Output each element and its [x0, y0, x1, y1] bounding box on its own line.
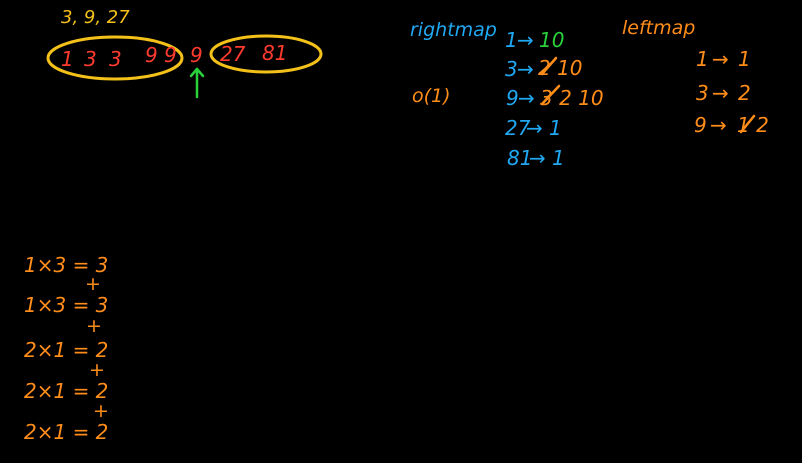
right-entry-arrow: →	[517, 57, 534, 81]
left-entry-key: 3	[696, 81, 709, 105]
right-entry-arrow: →	[526, 116, 543, 140]
array-item-pivot: 9	[190, 43, 203, 67]
complexity-label: o(1)	[412, 85, 451, 107]
equation-line: 2×1 = 2	[24, 338, 109, 362]
plus-sign: +	[85, 273, 101, 295]
right-entry-arrow: →	[517, 28, 534, 52]
array-item: 1	[61, 47, 74, 71]
left-entry-value: 2	[738, 81, 751, 105]
up-arrow-head-icon	[191, 69, 203, 76]
right-entry-value: 1	[552, 146, 565, 170]
right-array-highlight	[211, 36, 321, 72]
right-entry-key: 81	[507, 146, 533, 170]
right-entry-key: 3	[505, 57, 518, 81]
right-entry-arrow: →	[529, 146, 546, 170]
equation-line: 1×3 = 3	[24, 253, 109, 277]
equation-line: 1×3 = 3	[24, 293, 109, 317]
top-left-label: 3, 9, 27	[61, 7, 130, 28]
array-item: 3	[84, 47, 97, 71]
array-item: 81	[262, 41, 288, 65]
array-item: 27	[220, 42, 246, 66]
right-entry-key: 27	[505, 116, 531, 140]
right-entry-value: 2 10	[538, 56, 583, 80]
array-item: 3	[109, 47, 122, 71]
left-entry-key: 1	[696, 47, 709, 71]
array-item: 9	[145, 43, 158, 67]
right-entry-key: 1	[505, 28, 518, 52]
right-entry-arrow: →	[518, 86, 535, 110]
left-entry-key: 9	[694, 113, 707, 137]
rightmap-title: rightmap	[410, 19, 497, 41]
left-entry-arrow: →	[712, 47, 729, 71]
plus-sign: +	[86, 315, 102, 337]
plus-sign: +	[93, 400, 109, 422]
right-entry-value: 3 2 10	[540, 86, 604, 110]
strike-mark-3	[542, 58, 556, 74]
strike-mark-left-9	[741, 116, 754, 132]
left-entry-arrow: →	[710, 113, 727, 137]
left-entry-value: 1	[738, 47, 751, 71]
plus-sign: +	[89, 359, 105, 381]
left-entry-value: 1 2	[737, 113, 769, 137]
right-entry-key: 9	[506, 86, 519, 110]
array-item: 9	[164, 43, 177, 67]
right-entry-value: 1	[549, 116, 562, 140]
left-array-highlight	[48, 37, 182, 79]
leftmap-title: leftmap	[622, 17, 696, 39]
strike-mark-9	[542, 86, 559, 104]
right-entry-value: 10	[539, 28, 565, 52]
left-entry-arrow: →	[712, 81, 729, 105]
equation-line: 2×1 = 2	[24, 379, 109, 403]
equation-line: 2×1 = 2	[24, 420, 109, 444]
